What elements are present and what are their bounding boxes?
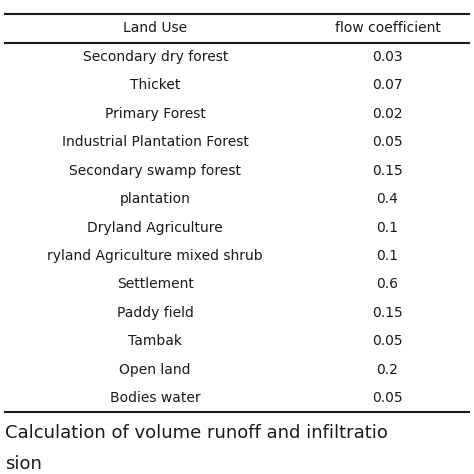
Text: sion: sion	[5, 455, 42, 473]
Text: 0.1: 0.1	[376, 220, 399, 235]
Text: Tambak: Tambak	[128, 334, 182, 348]
Text: 0.2: 0.2	[376, 363, 399, 377]
Text: Paddy field: Paddy field	[117, 306, 194, 320]
Text: Land Use: Land Use	[123, 21, 187, 36]
Text: 0.4: 0.4	[376, 192, 399, 206]
Text: ryland Agriculture mixed shrub: ryland Agriculture mixed shrub	[47, 249, 263, 263]
Text: Calculation of volume runoff and infiltratio: Calculation of volume runoff and infiltr…	[5, 424, 388, 442]
Text: 0.07: 0.07	[372, 78, 403, 92]
Text: 0.15: 0.15	[372, 164, 403, 178]
Text: 0.6: 0.6	[376, 277, 399, 292]
Text: 0.03: 0.03	[372, 50, 403, 64]
Text: 0.15: 0.15	[372, 306, 403, 320]
Text: Dryland Agriculture: Dryland Agriculture	[87, 220, 223, 235]
Text: 0.05: 0.05	[372, 391, 403, 405]
Text: Bodies water: Bodies water	[110, 391, 201, 405]
Text: 0.02: 0.02	[372, 107, 403, 121]
Text: flow coefficient: flow coefficient	[335, 21, 440, 36]
Text: 0.05: 0.05	[372, 135, 403, 149]
Text: Thicket: Thicket	[130, 78, 181, 92]
Text: plantation: plantation	[120, 192, 191, 206]
Text: Secondary dry forest: Secondary dry forest	[82, 50, 228, 64]
Text: Secondary swamp forest: Secondary swamp forest	[69, 164, 241, 178]
Text: Open land: Open land	[119, 363, 191, 377]
Text: 0.1: 0.1	[376, 249, 399, 263]
Text: Industrial Plantation Forest: Industrial Plantation Forest	[62, 135, 249, 149]
Text: Settlement: Settlement	[117, 277, 194, 292]
Text: Primary Forest: Primary Forest	[105, 107, 206, 121]
Text: 0.05: 0.05	[372, 334, 403, 348]
